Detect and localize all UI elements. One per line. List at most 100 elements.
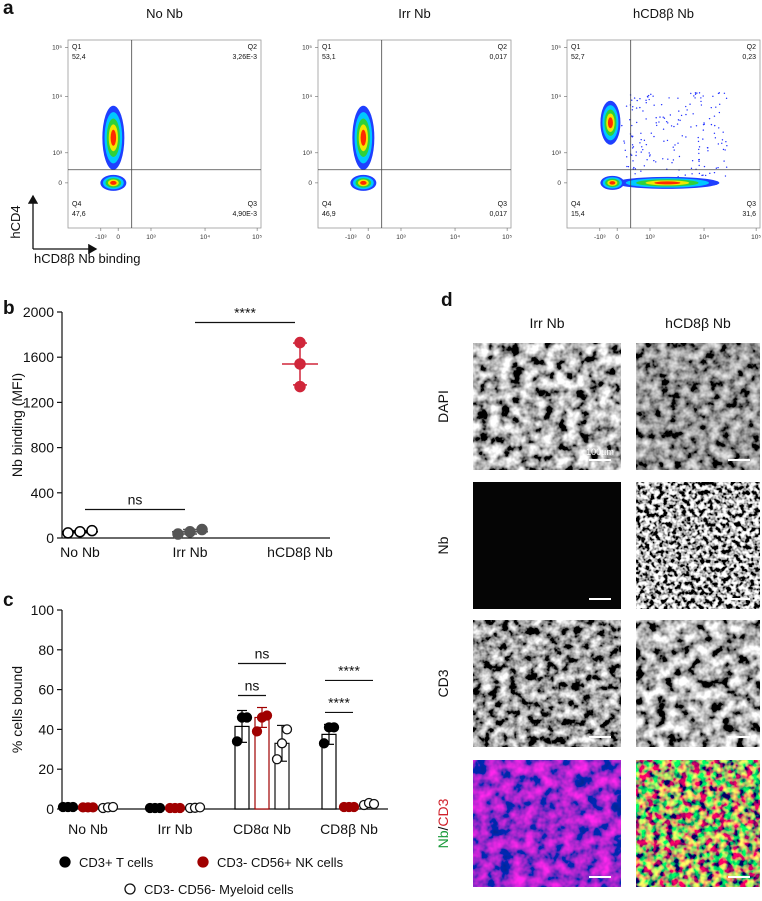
y-tick-label: 20	[38, 761, 54, 777]
x-tick-label: Irr Nb	[158, 821, 193, 837]
event-dot	[648, 155, 651, 157]
data-point	[231, 736, 243, 747]
data-point	[281, 724, 293, 735]
event-dot	[663, 117, 666, 119]
quadrant-value: 53,1	[322, 54, 336, 61]
event-dot	[690, 167, 693, 170]
quadrant-value: 0,017	[489, 54, 507, 61]
event-dot	[678, 110, 680, 112]
event-dot	[653, 135, 655, 138]
event-dot	[631, 99, 633, 101]
event-dot	[631, 124, 633, 127]
event-dot	[640, 170, 642, 172]
micrograph	[473, 343, 621, 470]
cell-population	[360, 129, 367, 146]
event-dot	[701, 174, 703, 177]
event-dot	[673, 125, 675, 128]
micrograph	[636, 343, 760, 470]
legend-label: CD3- CD56+ NK cells	[217, 855, 344, 870]
event-dot	[715, 167, 718, 169]
x-tick-label: 10⁵	[502, 234, 512, 241]
event-dot	[645, 118, 647, 120]
event-dot	[631, 109, 634, 111]
event-dot	[639, 97, 641, 100]
event-dot	[643, 165, 646, 167]
data-point	[67, 801, 79, 813]
event-dot	[624, 149, 626, 152]
quadrant-name: Q1	[322, 44, 331, 51]
data-point	[174, 802, 186, 814]
quadrant-name: Q1	[72, 44, 81, 51]
event-dot	[639, 106, 641, 109]
micrograph	[473, 620, 621, 747]
event-dot	[647, 94, 650, 97]
event-dot	[725, 97, 728, 100]
quadrant-name: Q2	[248, 44, 257, 51]
event-dot	[702, 95, 704, 97]
event-dot	[632, 168, 634, 170]
event-dot	[658, 121, 660, 123]
event-dot	[693, 95, 695, 97]
row-label: CD3	[435, 669, 451, 697]
event-dot	[718, 111, 721, 114]
x-tick-label: Irr Nb	[173, 544, 208, 560]
event-dot	[707, 147, 709, 149]
y-tick-label: 0	[58, 180, 62, 187]
x-tick-label: 10⁴	[200, 234, 210, 241]
event-dot	[650, 93, 652, 96]
event-dot	[635, 107, 638, 109]
row-label-part: DAPI	[435, 390, 451, 423]
x-tick-label: 10⁴	[450, 234, 460, 241]
event-dot	[677, 142, 679, 144]
event-dot	[692, 113, 694, 115]
data-point	[86, 524, 98, 537]
plot-frame	[317, 39, 512, 229]
event-dot	[636, 99, 638, 102]
event-dot	[621, 124, 623, 127]
event-dot	[634, 173, 636, 175]
event-dot	[645, 143, 648, 146]
significance-label: ****	[338, 662, 360, 678]
event-dot	[631, 147, 634, 149]
x-tick-label: 10⁵	[751, 234, 761, 241]
quadrant-name: Q4	[571, 201, 580, 208]
y-tick-label: 10⁵	[52, 45, 62, 52]
event-dot	[678, 155, 681, 158]
data-point	[348, 801, 360, 813]
event-dot	[672, 159, 675, 161]
y-tick-label: 10⁴	[52, 93, 62, 100]
cell-population	[607, 117, 613, 129]
event-dot	[697, 136, 699, 139]
event-dot	[703, 123, 705, 125]
event-dot	[668, 97, 670, 99]
x-tick-label: -10³	[345, 234, 357, 241]
panel-letter: c	[3, 590, 14, 611]
event-dot	[655, 122, 657, 124]
event-dot	[627, 165, 630, 168]
cell-population	[654, 181, 681, 185]
data-point	[368, 798, 380, 810]
event-dot	[677, 97, 679, 99]
event-dot	[653, 159, 655, 162]
y-tick-label: 10³	[552, 150, 562, 157]
event-dot	[640, 132, 642, 135]
y-tick-label: 80	[38, 642, 54, 658]
data-point	[194, 802, 206, 813]
event-dot	[646, 159, 648, 161]
panel-letter: a	[3, 0, 14, 19]
legend-label: CD3+ T cells	[79, 855, 154, 870]
event-dot	[653, 104, 655, 106]
quadrant-name: Q2	[498, 44, 507, 51]
event-dot	[723, 160, 725, 162]
data-point	[294, 380, 306, 393]
quadrant-name: Q4	[72, 201, 81, 208]
event-dot	[623, 140, 625, 142]
x-tick-label: No Nb	[68, 821, 108, 837]
event-dot	[626, 165, 628, 168]
event-dot	[632, 135, 634, 137]
event-dot	[633, 97, 636, 99]
y-tick-label: 400	[31, 485, 55, 501]
event-dot	[667, 122, 669, 124]
x-tick-label: -10³	[95, 234, 107, 241]
